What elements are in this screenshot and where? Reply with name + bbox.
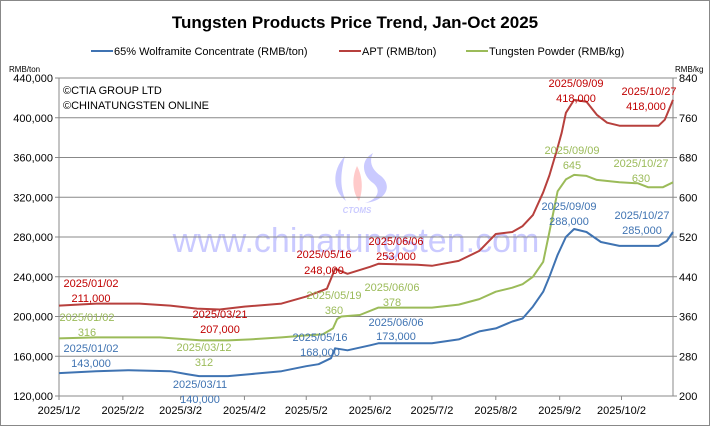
gridlines [59, 77, 673, 357]
y-left-tick-label: 440,000 [13, 73, 53, 85]
apt-label-value: 207,000 [200, 324, 240, 336]
apt-label-date: 2025/06/06 [368, 236, 423, 248]
wolframite-label-date: 2025/06/06 [368, 317, 423, 329]
legend-label: APT (RMB/ton) [362, 46, 436, 58]
legend-label: 65% Wolframite Concentrate (RMB/ton) [114, 46, 308, 58]
y-right-tick-label: 760 [679, 113, 697, 125]
x-tick-label: 2025/2/2 [101, 405, 144, 417]
powder-label-value: 360 [325, 305, 343, 317]
x-tick-label: 2025/4/2 [223, 405, 266, 417]
y-right-tick-label: 600 [679, 192, 697, 204]
annotations: 2025/01/02 211,000 2025/03/21 207,000 20… [59, 78, 676, 406]
wolframite-label-date: 2025/01/02 [63, 343, 118, 355]
x-tick-label: 2025/3/2 [159, 405, 202, 417]
y-right-tick-label: 520 [679, 232, 697, 244]
watermark-text: www.chinatungsten.com [172, 222, 540, 260]
series-line-wolframite [58, 228, 674, 378]
wolframite-label-value: 140,000 [180, 394, 220, 406]
right-unit-label: RMB/kg [675, 65, 703, 74]
series-lines [58, 98, 674, 378]
powder-label-date: 2025/03/12 [176, 342, 231, 354]
legend: 65% Wolframite Concentrate (RMB/ton) APT … [91, 46, 624, 58]
y-left-tick-label: 160,000 [13, 351, 53, 363]
watermark: CTOMS www.chinatungsten.com [172, 153, 540, 260]
y-left-tick-label: 360,000 [13, 153, 53, 165]
left-unit-label: RMB/ton [9, 65, 40, 74]
x-tick-label: 2025/5/2 [285, 405, 328, 417]
y-right-tick-label: 440 [679, 272, 697, 284]
powder-label-date: 2025/10/27 [613, 158, 668, 170]
powder-label-date: 2025/05/19 [306, 290, 361, 302]
wolframite-label-value: 288,000 [549, 216, 589, 228]
x-tick-label: 2025/1/2 [38, 405, 81, 417]
y-left-tick-label: 240,000 [13, 272, 53, 284]
x-tick-label: 2025/7/2 [411, 405, 454, 417]
y-right-tick-label: 280 [679, 351, 697, 363]
wolframite-label-date: 2025/09/09 [541, 201, 596, 213]
wolframite-label-date: 2025/03/11 [173, 379, 227, 391]
wolframite-label-value: 168,000 [300, 347, 340, 359]
series-line-powder [58, 173, 674, 342]
wolframite-label-date: 2025/10/27 [614, 210, 669, 222]
apt-label-value: 253,000 [376, 251, 416, 263]
powder-label-date: 2025/01/02 [59, 312, 114, 324]
copyright-line-1: ©CTIA GROUP LTD [63, 85, 162, 97]
watermark-logo-swirl-icon [363, 153, 387, 203]
powder-label-date: 2025/09/09 [544, 145, 599, 157]
powder-label-value: 316 [78, 327, 96, 339]
apt-label-date: 2025/03/21 [192, 309, 247, 321]
watermark-logo-icon [335, 156, 346, 201]
x-tick-label: 2025/6/2 [349, 405, 392, 417]
powder-label-value: 630 [632, 173, 650, 185]
apt-label-date: 2025/01/02 [63, 278, 118, 290]
apt-label-date: 2025/10/27 [621, 86, 676, 98]
axes: 120,000 200 160,000 280 200,000 360 240,000 440… [13, 73, 697, 417]
y-left-tick-label: 320,000 [13, 192, 53, 204]
watermark-logo-flame-icon [353, 166, 362, 201]
x-tick-label: 2025/10/2 [597, 405, 646, 417]
legend-label: Tungsten Powder (RMB/kg) [489, 46, 624, 58]
powder-label-value: 378 [383, 297, 401, 309]
apt-label-value: 418,000 [626, 101, 666, 113]
x-tick-label: 2025/9/2 [538, 405, 581, 417]
powder-label-date: 2025/06/06 [364, 282, 419, 294]
apt-label-value: 248,000 [304, 265, 344, 277]
apt-label-value: 211,000 [72, 293, 111, 305]
chart-title: Tungsten Products Price Trend, Jan-Oct 2… [172, 13, 538, 32]
y-left-tick-label: 280,000 [13, 232, 53, 244]
apt-label-date: 2025/09/09 [548, 78, 603, 90]
watermark-logo-text: CTOMS [343, 206, 372, 215]
y-right-tick-label: 360 [679, 312, 697, 324]
wolframite-label-value: 285,000 [622, 225, 662, 237]
apt-label-value: 418,000 [556, 93, 596, 105]
x-tick-label: 2025/8/2 [474, 405, 517, 417]
series-line-apt [58, 98, 674, 311]
y-left-tick-label: 200,000 [13, 312, 53, 324]
powder-label-value: 312 [195, 357, 213, 369]
y-left-tick-label: 120,000 [13, 391, 53, 403]
y-left-tick-label: 400,000 [13, 113, 53, 125]
y-right-tick-label: 200 [679, 391, 697, 403]
apt-label-date: 2025/05/16 [296, 249, 351, 261]
y-right-tick-label: 840 [679, 73, 697, 85]
powder-label-value: 645 [563, 160, 581, 172]
wolframite-label-date: 2025/05/16 [292, 332, 347, 344]
wolframite-label-value: 143,000 [71, 358, 111, 370]
wolframite-label-value: 173,000 [376, 331, 416, 343]
copyright-line-2: ©CHINATUNGSTEN ONLINE [63, 100, 209, 112]
y-right-tick-label: 680 [679, 153, 697, 165]
